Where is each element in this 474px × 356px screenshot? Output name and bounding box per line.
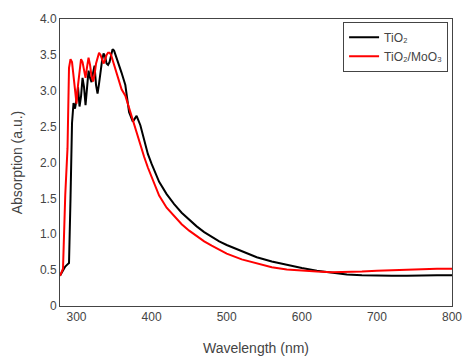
svg-text:1.0: 1.0 — [40, 227, 57, 241]
svg-text:2.5: 2.5 — [40, 120, 57, 134]
svg-text:Absorption (a.u.): Absorption (a.u.) — [9, 111, 25, 215]
svg-text:500: 500 — [217, 310, 237, 324]
svg-text:TiO₂: TiO₂ — [384, 31, 408, 45]
svg-text:3.5: 3.5 — [40, 48, 57, 62]
svg-text:600: 600 — [292, 310, 312, 324]
svg-text:4.0: 4.0 — [40, 12, 57, 26]
svg-text:700: 700 — [367, 310, 387, 324]
svg-text:3.0: 3.0 — [40, 84, 57, 98]
svg-text:0.5: 0.5 — [40, 263, 57, 277]
svg-text:TiO₂/MoO₃: TiO₂/MoO₃ — [384, 50, 442, 64]
svg-text:2.0: 2.0 — [40, 156, 57, 170]
svg-text:800: 800 — [442, 310, 462, 324]
svg-text:1.5: 1.5 — [40, 192, 57, 206]
svg-text:300: 300 — [67, 310, 87, 324]
svg-text:0: 0 — [50, 299, 57, 313]
svg-text:400: 400 — [142, 310, 162, 324]
svg-text:Wavelength (nm): Wavelength (nm) — [203, 340, 309, 356]
